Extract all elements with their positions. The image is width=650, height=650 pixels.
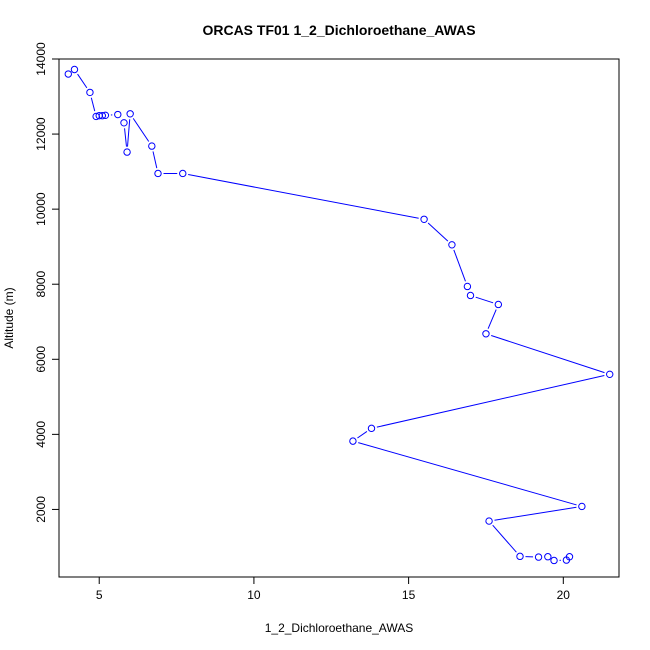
series-segment — [453, 249, 466, 282]
data-point — [544, 553, 552, 561]
data-point — [494, 300, 503, 309]
series-segment — [152, 151, 158, 169]
x-tick-label: 10 — [247, 588, 261, 602]
data-point — [606, 370, 614, 379]
data-point — [534, 553, 543, 561]
chart-title: ORCAS TF01 1_2_Dichloroethane_AWAS — [202, 22, 475, 38]
data-point — [123, 148, 131, 156]
series-segment — [376, 375, 605, 428]
data-point — [86, 88, 94, 97]
data-point — [120, 119, 128, 127]
series-segment — [475, 296, 494, 304]
data-point — [101, 111, 110, 120]
data-point — [482, 330, 490, 338]
data-point — [516, 552, 524, 561]
data-point — [448, 241, 456, 249]
data-point — [114, 110, 122, 119]
x-axis-label: 1_2_Dichloroethane_AWAS — [265, 621, 414, 635]
data-point — [463, 282, 472, 291]
y-tick-label: 6000 — [34, 346, 48, 373]
series-segment — [357, 431, 368, 439]
series-layer — [64, 65, 614, 565]
y-tick-label: 12000 — [34, 117, 48, 151]
y-tick-label: 10000 — [34, 192, 48, 226]
data-point — [565, 553, 574, 561]
data-point — [148, 142, 156, 150]
x-axis: 5 10 15 20 — [96, 576, 571, 602]
series-segment — [494, 506, 577, 521]
data-point — [126, 110, 134, 118]
data-point — [420, 215, 428, 223]
series-segment — [127, 119, 131, 147]
series-segment — [77, 73, 88, 89]
y-tick-label: 14000 — [34, 42, 48, 76]
data-point — [550, 556, 558, 565]
y-tick-label: 8000 — [34, 271, 48, 298]
y-tick-label: 4000 — [34, 421, 48, 448]
series-segment — [491, 335, 605, 374]
x-tick-label: 15 — [402, 588, 416, 602]
plot-frame — [58, 58, 620, 578]
series-segment — [132, 118, 150, 142]
series-segment — [90, 97, 96, 112]
x-tick-label: 5 — [96, 588, 103, 602]
y-axis: 2000 4000 6000 8000 10000 12000 14000 — [34, 42, 60, 523]
y-axis-label: Altitude (m) — [2, 287, 16, 348]
data-point — [367, 424, 376, 433]
series-segment — [487, 309, 497, 329]
data-point — [98, 111, 107, 120]
y-tick-label: 2000 — [34, 496, 48, 523]
series-segment — [427, 222, 449, 242]
data-point — [70, 65, 79, 74]
data-point — [485, 517, 493, 525]
data-point — [349, 437, 357, 445]
series-segment — [492, 524, 517, 553]
series-segment — [124, 128, 127, 147]
data-point — [64, 70, 72, 78]
x-tick-label: 20 — [557, 588, 571, 602]
data-point — [154, 169, 162, 178]
data-point — [179, 169, 187, 178]
series-segment — [188, 174, 419, 219]
data-point — [466, 291, 475, 300]
series-segment — [358, 442, 577, 506]
data-point — [578, 502, 586, 511]
